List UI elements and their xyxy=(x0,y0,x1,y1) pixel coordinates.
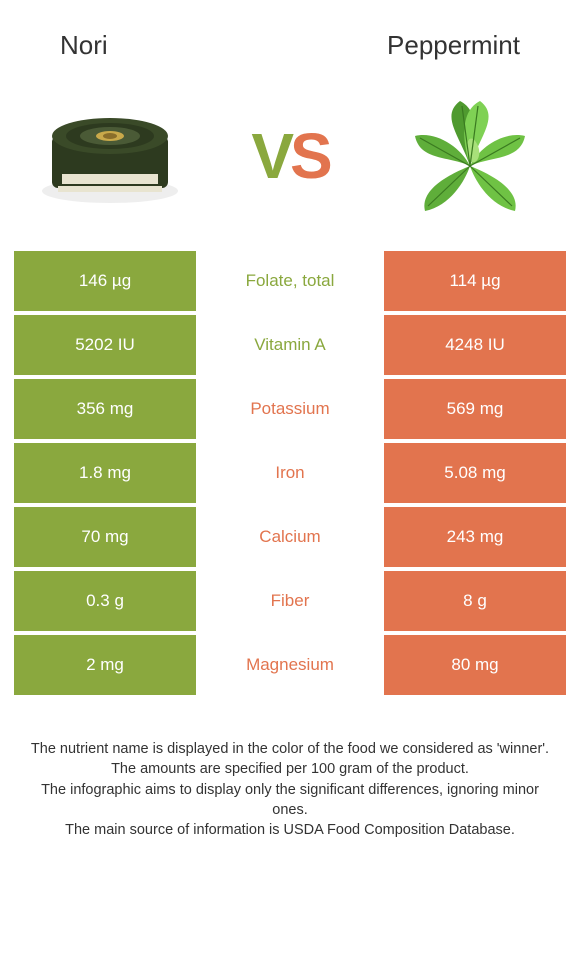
images-row: VS xyxy=(0,71,580,251)
footer-line: The amounts are specified per 100 gram o… xyxy=(24,759,556,779)
value-right: 114 µg xyxy=(384,251,566,311)
value-left: 356 mg xyxy=(14,379,196,439)
value-right: 5.08 mg xyxy=(384,443,566,503)
title-right: Peppermint xyxy=(387,30,520,61)
value-right: 569 mg xyxy=(384,379,566,439)
value-right: 4248 IU xyxy=(384,315,566,375)
footer-line: The infographic aims to display only the… xyxy=(24,780,556,821)
value-left: 146 µg xyxy=(14,251,196,311)
header: Nori Peppermint xyxy=(0,0,580,71)
nutrient-table: 146 µg Folate, total 114 µg 5202 IU Vita… xyxy=(0,251,580,695)
vs-v: V xyxy=(251,120,290,192)
value-left: 5202 IU xyxy=(14,315,196,375)
table-row: 146 µg Folate, total 114 µg xyxy=(14,251,566,311)
table-row: 2 mg Magnesium 80 mg xyxy=(14,635,566,695)
nutrient-label: Magnesium xyxy=(196,635,384,695)
nutrient-label: Folate, total xyxy=(196,251,384,311)
footer-line: The nutrient name is displayed in the co… xyxy=(24,739,556,759)
nutrient-label: Calcium xyxy=(196,507,384,567)
footer-line: The main source of information is USDA F… xyxy=(24,820,556,840)
value-right: 243 mg xyxy=(384,507,566,567)
peppermint-image xyxy=(390,86,550,226)
table-row: 1.8 mg Iron 5.08 mg xyxy=(14,443,566,503)
table-row: 70 mg Calcium 243 mg xyxy=(14,507,566,567)
nutrient-label: Potassium xyxy=(196,379,384,439)
table-row: 0.3 g Fiber 8 g xyxy=(14,571,566,631)
nori-image xyxy=(30,86,190,226)
title-left: Nori xyxy=(60,30,108,61)
nutrient-label: Fiber xyxy=(196,571,384,631)
nutrient-label: Vitamin A xyxy=(196,315,384,375)
value-right: 80 mg xyxy=(384,635,566,695)
value-left: 0.3 g xyxy=(14,571,196,631)
value-left: 1.8 mg xyxy=(14,443,196,503)
vs-label: VS xyxy=(251,119,328,193)
footer-notes: The nutrient name is displayed in the co… xyxy=(0,699,580,840)
value-left: 2 mg xyxy=(14,635,196,695)
vs-s: S xyxy=(290,120,329,192)
value-right: 8 g xyxy=(384,571,566,631)
table-row: 356 mg Potassium 569 mg xyxy=(14,379,566,439)
value-left: 70 mg xyxy=(14,507,196,567)
table-row: 5202 IU Vitamin A 4248 IU xyxy=(14,315,566,375)
nutrient-label: Iron xyxy=(196,443,384,503)
